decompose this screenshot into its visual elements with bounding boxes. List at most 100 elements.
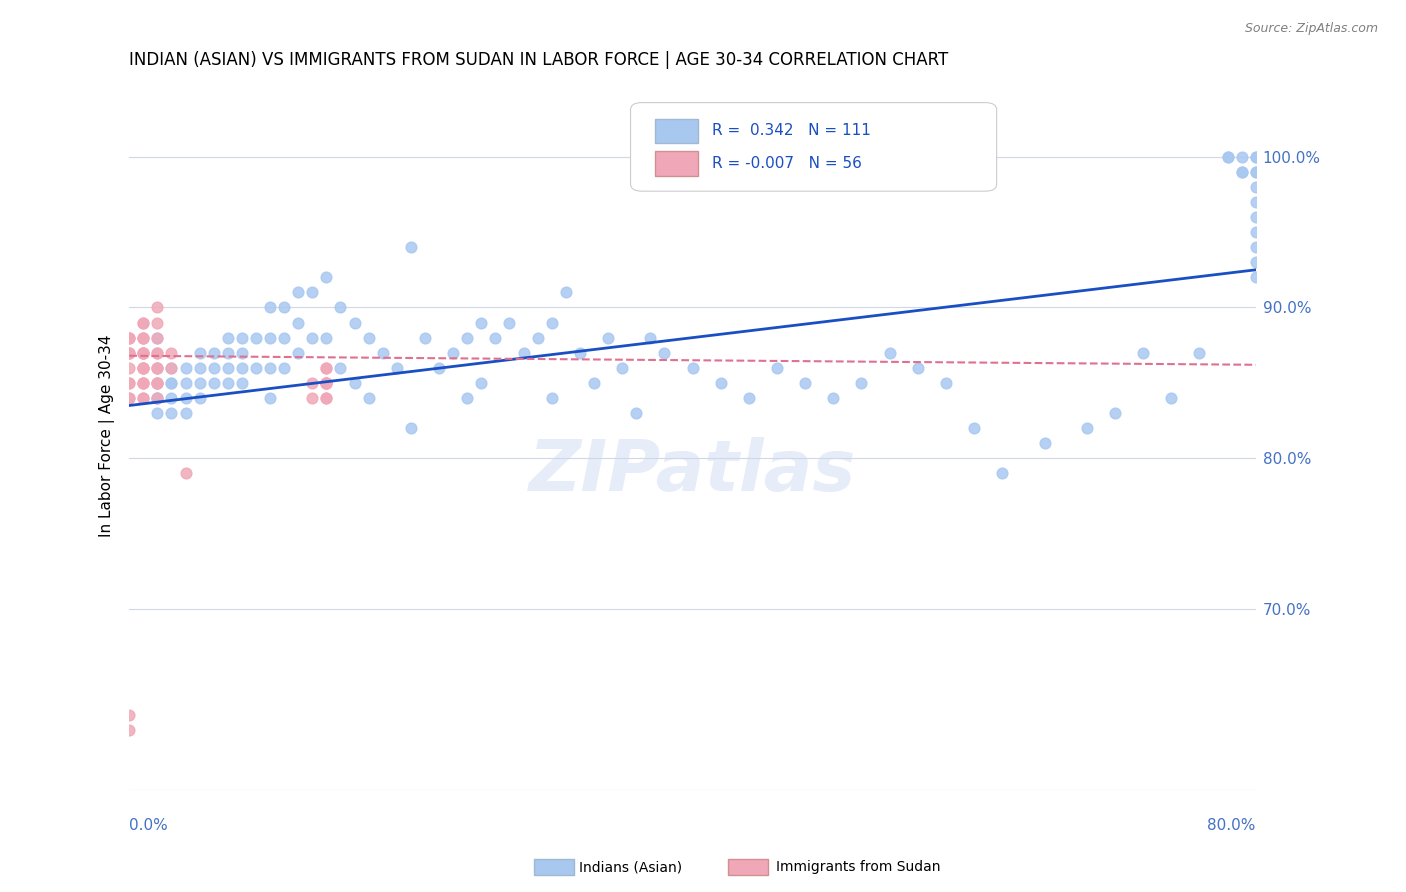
Point	[132, 391, 155, 405]
Point	[118, 376, 141, 390]
Point	[963, 421, 986, 435]
Point	[118, 707, 141, 722]
Point	[231, 345, 253, 359]
Point	[357, 391, 380, 405]
Point	[160, 391, 183, 405]
Point	[118, 345, 141, 359]
Y-axis label: In Labor Force | Age 30-34: In Labor Force | Age 30-34	[100, 334, 115, 537]
Point	[132, 376, 155, 390]
Point	[315, 391, 337, 405]
Point	[1076, 421, 1098, 435]
Point	[315, 331, 337, 345]
Point	[427, 360, 450, 375]
Point	[399, 421, 422, 435]
Point	[879, 345, 901, 359]
Point	[174, 467, 197, 481]
Point	[217, 360, 239, 375]
Text: INDIAN (ASIAN) VS IMMIGRANTS FROM SUDAN IN LABOR FORCE | AGE 30-34 CORRELATION C: INDIAN (ASIAN) VS IMMIGRANTS FROM SUDAN …	[129, 51, 949, 69]
Point	[738, 391, 761, 405]
Point	[217, 376, 239, 390]
Point	[273, 301, 295, 315]
Point	[160, 406, 183, 420]
Point	[1132, 345, 1154, 359]
Point	[160, 376, 183, 390]
Point	[624, 406, 647, 420]
Point	[1244, 150, 1267, 164]
Point	[202, 360, 225, 375]
Point	[638, 331, 661, 345]
Point	[470, 316, 492, 330]
Point	[287, 345, 309, 359]
Point	[470, 376, 492, 390]
Point	[245, 331, 267, 345]
Point	[146, 316, 169, 330]
Point	[202, 376, 225, 390]
Point	[512, 345, 534, 359]
Point	[146, 331, 169, 345]
Point	[132, 345, 155, 359]
Point	[315, 376, 337, 390]
Point	[231, 376, 253, 390]
Point	[273, 331, 295, 345]
Point	[132, 316, 155, 330]
Point	[146, 345, 169, 359]
Point	[146, 331, 169, 345]
Point	[654, 345, 676, 359]
Point	[146, 376, 169, 390]
Point	[146, 345, 169, 359]
Point	[823, 391, 845, 405]
Point	[259, 331, 281, 345]
Point	[273, 360, 295, 375]
Point	[146, 376, 169, 390]
Point	[1216, 150, 1239, 164]
Point	[231, 331, 253, 345]
Point	[385, 360, 408, 375]
Point	[851, 376, 873, 390]
Point	[132, 316, 155, 330]
Point	[132, 376, 155, 390]
Point	[1244, 165, 1267, 179]
Point	[174, 360, 197, 375]
Point	[287, 316, 309, 330]
Point	[132, 345, 155, 359]
Point	[456, 331, 478, 345]
Text: R = -0.007   N = 56: R = -0.007 N = 56	[711, 156, 862, 171]
Point	[118, 360, 141, 375]
Point	[484, 331, 506, 345]
Point	[118, 723, 141, 737]
Point	[259, 360, 281, 375]
Point	[1244, 165, 1267, 179]
Point	[1230, 150, 1253, 164]
Point	[357, 331, 380, 345]
Point	[132, 360, 155, 375]
Point	[1230, 165, 1253, 179]
Point	[540, 316, 562, 330]
Point	[287, 285, 309, 300]
Point	[188, 391, 211, 405]
Point	[1244, 150, 1267, 164]
Point	[132, 331, 155, 345]
Point	[315, 376, 337, 390]
Point	[118, 331, 141, 345]
Point	[1244, 240, 1267, 254]
Point	[301, 285, 323, 300]
FancyBboxPatch shape	[630, 103, 997, 191]
Point	[259, 301, 281, 315]
Point	[245, 360, 267, 375]
Point	[132, 331, 155, 345]
Point	[301, 391, 323, 405]
Point	[526, 331, 548, 345]
Point	[399, 240, 422, 254]
Point	[188, 376, 211, 390]
Point	[315, 376, 337, 390]
Text: ZIPatlas: ZIPatlas	[529, 436, 856, 506]
Point	[301, 376, 323, 390]
Point	[371, 345, 394, 359]
Point	[343, 376, 366, 390]
Point	[174, 406, 197, 420]
Point	[146, 391, 169, 405]
Point	[118, 345, 141, 359]
Point	[1244, 255, 1267, 269]
Point	[188, 360, 211, 375]
Point	[146, 360, 169, 375]
